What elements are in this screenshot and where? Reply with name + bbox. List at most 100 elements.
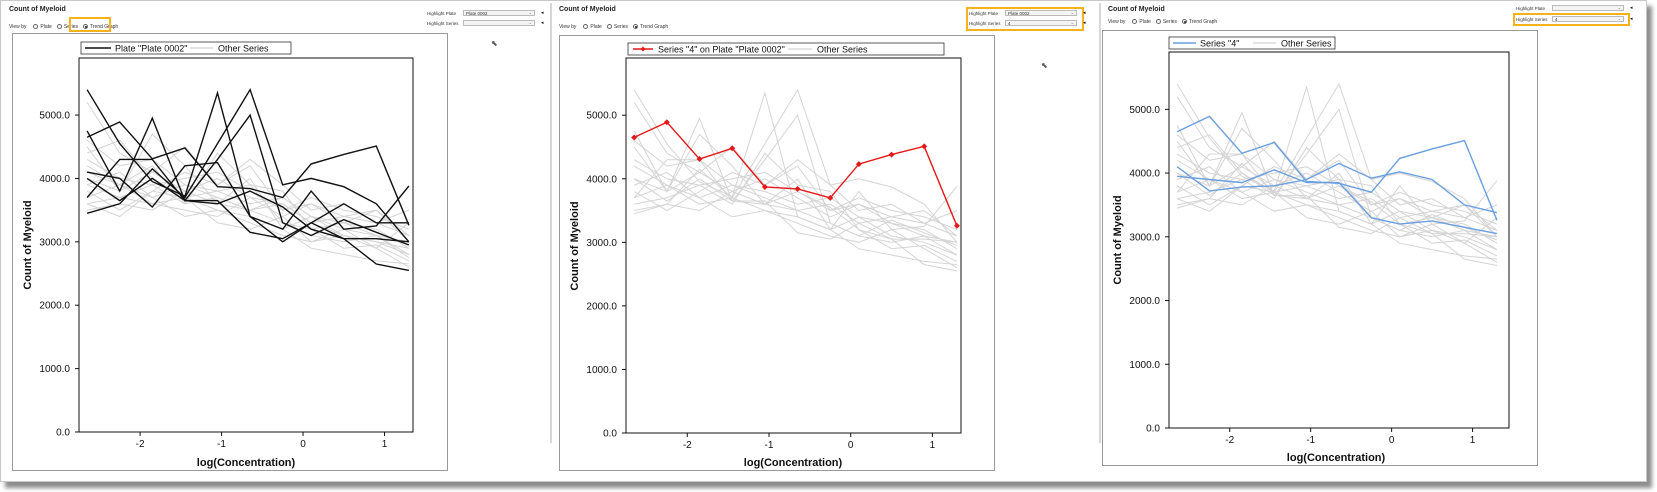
highlight-series-row: Highlight Series 4 ⌄ ◂ [1516, 15, 1633, 23]
highlight-series-lines [631, 119, 960, 229]
trend-panel-series-all-plates: Count of Myeloid View by Plate Series Tr… [1102, 3, 1642, 479]
view-by-plate-radio[interactable]: Plate [33, 23, 52, 30]
x-tick-label: 1 [930, 440, 936, 451]
highlight-series-label: Highlight Series [427, 20, 459, 26]
radio-label: Plate [1139, 18, 1151, 25]
other-series-line [634, 190, 958, 256]
other-series-line [1176, 134, 1498, 244]
highlight-plate-select[interactable]: Plate 0002 ⌄ [463, 10, 535, 16]
data-point-marker [729, 145, 736, 152]
view-by-plate-radio[interactable]: Plate [583, 23, 602, 30]
highlight-series-select[interactable]: 4 ⌄ [1005, 20, 1077, 26]
collapse-arrow-icon[interactable]: ◂ [1630, 16, 1633, 22]
legend-series-label: Series "4" on Plate "Plate 0002" [658, 45, 785, 55]
panel-divider[interactable] [1099, 3, 1101, 443]
other-series-line [1176, 96, 1497, 238]
highlight-plate-label: Highlight Plate [427, 10, 457, 16]
mouse-cursor-icon: ⬉ [1041, 61, 1048, 70]
x-tick-label: 1 [382, 439, 388, 450]
x-tick-label: -2 [683, 440, 692, 451]
collapse-arrow-icon[interactable]: ◂ [1083, 20, 1086, 26]
view-by-trend-graph-radio[interactable]: Trend Graph [83, 24, 118, 30]
other-series-line [633, 114, 958, 246]
data-point-marker [855, 161, 862, 168]
radio-label: Plate [590, 23, 602, 30]
legend-box [80, 41, 292, 55]
view-by-series-radio[interactable]: Series [1155, 19, 1177, 25]
trend-panel-series: Count of Myeloid View by Plate Series Tr… [553, 3, 1099, 479]
radio-dot [1155, 19, 1161, 24]
data-point-marker [631, 134, 638, 141]
highlight-series-focus-box [1513, 13, 1630, 26]
data-point-marker [921, 143, 928, 150]
panel-title: Count of Myeloid [9, 6, 66, 13]
chevron-down-icon: ⌄ [528, 20, 532, 25]
panel-title: Count of Myeloid [1108, 6, 1165, 13]
other-series-lines [86, 102, 410, 268]
view-by-trend-graph-radio[interactable]: Trend Graph [633, 24, 668, 30]
trend-chart-svg: Series "4" Other Series 0.0 1000.0 2000.0 3… [1112, 36, 1510, 464]
other-series-line [634, 146, 958, 237]
x-axis-ticks: -2 -1 0 1 [136, 432, 388, 450]
y-tick-label: 0.0 [1146, 424, 1160, 435]
highlight-series-select[interactable]: ⌄ [463, 20, 535, 26]
legend-diamond-marker [640, 46, 646, 52]
other-series-line [86, 139, 410, 243]
collapse-arrow-icon[interactable]: ◂ [541, 20, 544, 26]
highlight-plate-select[interactable]: Plate 0002 ⌄ [1005, 10, 1077, 16]
view-by-trend-graph-radio[interactable]: Trend Graph [1182, 19, 1217, 25]
view-by-plate-radio[interactable]: Plate [1132, 18, 1151, 25]
plot-area [625, 57, 962, 434]
other-series-line [633, 165, 958, 231]
radio-label: Plate [40, 23, 52, 30]
other-series-line [1176, 140, 1498, 231]
trend-chart: Series "4" Other Series 0.0 1000.0 2000.0 3… [1102, 30, 1538, 466]
radio-dot [56, 24, 62, 29]
view-by-group: View by Plate Series Trend Graph [559, 21, 673, 32]
other-series-line [1176, 159, 1498, 225]
y-tick-label: 4000.0 [1129, 169, 1160, 180]
data-point-marker [888, 151, 895, 158]
other-series-line [86, 140, 410, 249]
x-axis-ticks: -2 -1 0 1 [1225, 428, 1476, 446]
other-series-line [634, 88, 958, 243]
collapse-arrow-icon[interactable]: ◂ [541, 10, 544, 16]
trend-chart: Plate "Plate 0002" Other Series 0.0 1000.… [12, 33, 448, 471]
view-by-label: View by [9, 23, 27, 30]
highlight-plate-label: Highlight Plate [1516, 5, 1546, 11]
highlight-series-select[interactable]: 4 ⌄ [1552, 16, 1624, 22]
app-window: Count of Myeloid View by Plate Series Tr… [0, 0, 1647, 482]
highlight-plate-select[interactable]: ⌄ [1552, 5, 1624, 11]
view-by-series-radio[interactable]: Series [606, 24, 628, 30]
data-point-marker [696, 156, 703, 163]
chevron-down-icon: ⌄ [1617, 16, 1621, 21]
trend-chart-svg: Plate "Plate 0002" Other Series 0.0 1000.… [22, 41, 414, 469]
y-axis-label: Count of Myeloid [1112, 195, 1124, 284]
plot-area [78, 57, 414, 433]
legend-other-label: Other Series [218, 44, 269, 54]
data-point-marker [827, 194, 834, 201]
highlight-series-line [1177, 169, 1498, 235]
highlight-series-line [86, 88, 410, 243]
other-series-line [1176, 185, 1498, 244]
select-value: Plate 0002 [466, 11, 488, 16]
highlight-plate-row: Highlight Plate Plate 0002 ⌄ ◂ [427, 9, 544, 17]
chevron-down-icon: ⌄ [1617, 5, 1621, 10]
other-series-line [86, 102, 409, 243]
legend-plate-label: Plate "Plate 0002" [115, 44, 187, 54]
radio-dot-selected [633, 24, 639, 29]
other-series-lines [1176, 82, 1498, 266]
x-tick-label: -2 [136, 439, 145, 450]
y-tick-label: 0.0 [603, 429, 617, 440]
highlight-series-line [86, 121, 410, 226]
legend-other-label: Other Series [817, 45, 868, 55]
mouse-cursor-icon: ⬉ [491, 39, 498, 48]
collapse-arrow-icon[interactable]: ◂ [1083, 10, 1086, 16]
legend-other-label: Other Series [1281, 39, 1332, 49]
panel-title: Count of Myeloid [559, 6, 616, 13]
collapse-arrow-icon[interactable]: ◂ [1630, 5, 1633, 11]
panel-divider[interactable] [550, 3, 552, 443]
highlight-series-label: Highlight Series [969, 20, 1001, 26]
other-series-line [633, 133, 958, 256]
other-series-line [86, 165, 410, 259]
